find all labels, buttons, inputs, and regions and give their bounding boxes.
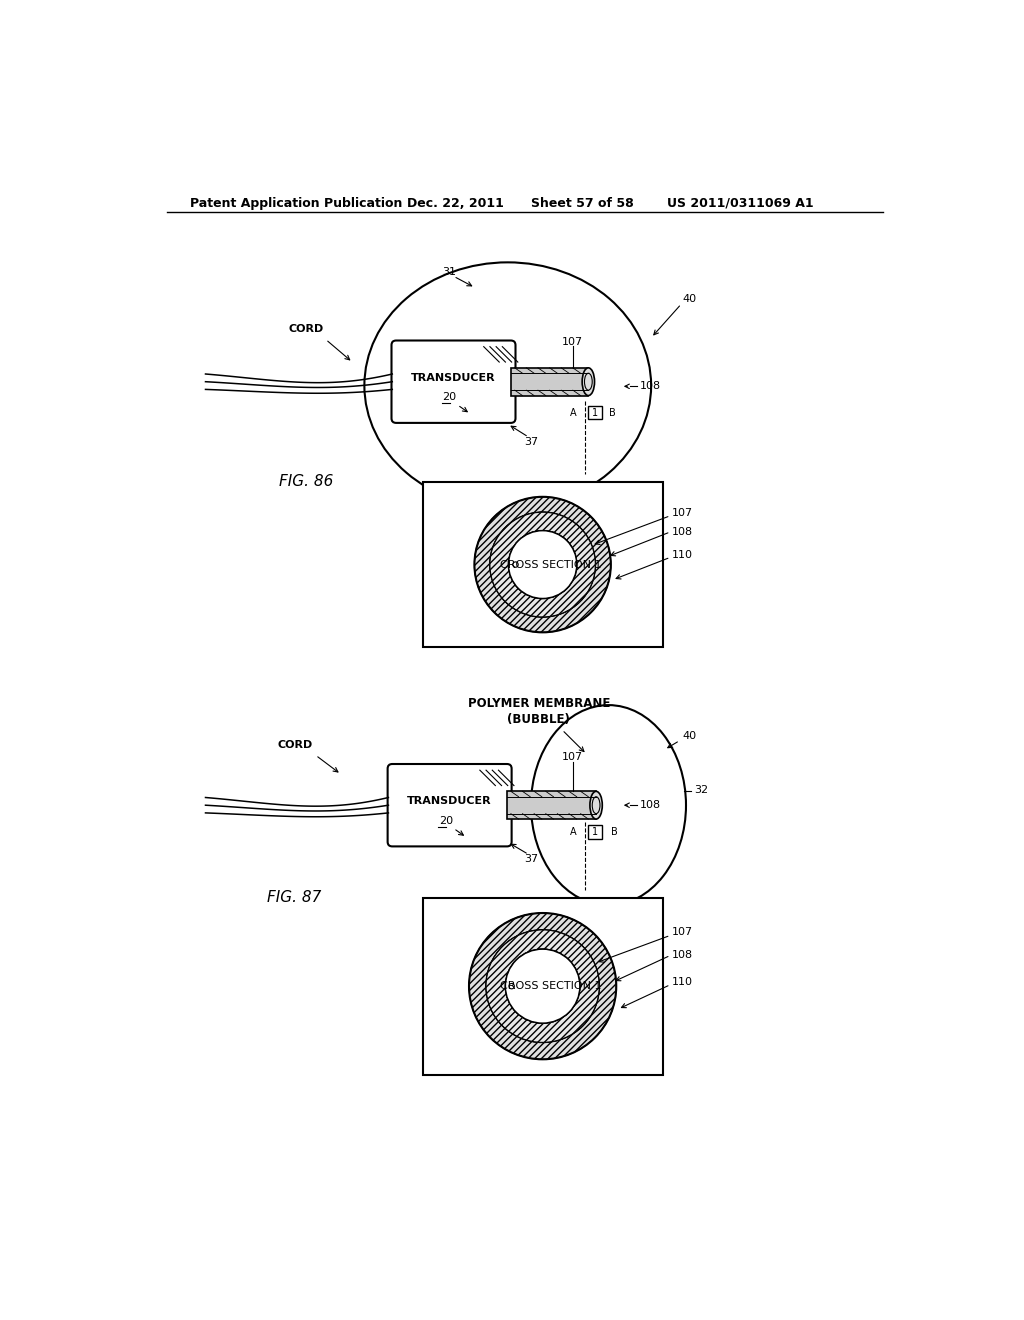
Text: 37: 37 [524,437,538,446]
Text: 32: 32 [693,785,708,795]
Circle shape [509,983,514,989]
Wedge shape [486,929,599,1043]
Text: 108: 108 [672,527,693,537]
Text: CORD: CORD [278,741,312,750]
Text: FIG. 87: FIG. 87 [267,890,322,906]
Text: 107: 107 [672,508,693,517]
Text: US 2011/0311069 A1: US 2011/0311069 A1 [667,197,813,210]
Text: 107: 107 [562,337,584,347]
Text: 37: 37 [524,854,538,865]
Text: 108: 108 [640,381,660,391]
Bar [589,825,602,840]
Text: POLYMER MEMBRANE
(BUBBLE): POLYMER MEMBRANE (BUBBLE) [468,697,610,726]
FancyBboxPatch shape [391,341,515,422]
Text: 20: 20 [438,816,453,825]
Text: Sheet 57 of 58: Sheet 57 of 58 [531,197,634,210]
Text: 40: 40 [682,731,696,741]
Text: 1: 1 [592,408,598,417]
Bar [423,898,663,1074]
Text: B: B [609,408,615,417]
Bar [511,368,589,396]
Ellipse shape [583,368,595,396]
Text: 110: 110 [672,977,693,987]
Text: 107: 107 [562,752,584,763]
Wedge shape [469,913,616,1059]
Text: 110: 110 [672,550,693,560]
Text: 107: 107 [672,927,693,937]
Text: B: B [611,828,618,837]
Text: CROSS SECTION 1: CROSS SECTION 1 [500,560,601,569]
Text: A: A [570,828,577,837]
Wedge shape [489,512,595,616]
Text: A: A [570,408,577,417]
Text: TRANSDUCER: TRANSDUCER [412,372,496,383]
Text: 108: 108 [640,800,660,810]
Wedge shape [474,496,611,632]
Bar [507,792,596,818]
Text: 108: 108 [672,950,693,961]
FancyBboxPatch shape [388,764,512,846]
Bar [423,482,663,647]
Circle shape [513,562,518,568]
Text: 1: 1 [592,828,598,837]
Text: Dec. 22, 2011: Dec. 22, 2011 [407,197,504,210]
Text: 40: 40 [682,293,696,304]
Text: FIG. 86: FIG. 86 [280,474,334,490]
Circle shape [509,531,577,598]
Text: CORD: CORD [289,325,324,334]
Circle shape [506,949,580,1023]
Text: TRANSDUCER: TRANSDUCER [408,796,492,807]
Text: CROSS SECTION 1: CROSS SECTION 1 [500,981,601,991]
Bar [589,405,602,420]
Text: 20: 20 [442,392,457,403]
Text: 31: 31 [442,268,457,277]
Text: Patent Application Publication: Patent Application Publication [190,197,402,210]
Ellipse shape [590,792,602,818]
